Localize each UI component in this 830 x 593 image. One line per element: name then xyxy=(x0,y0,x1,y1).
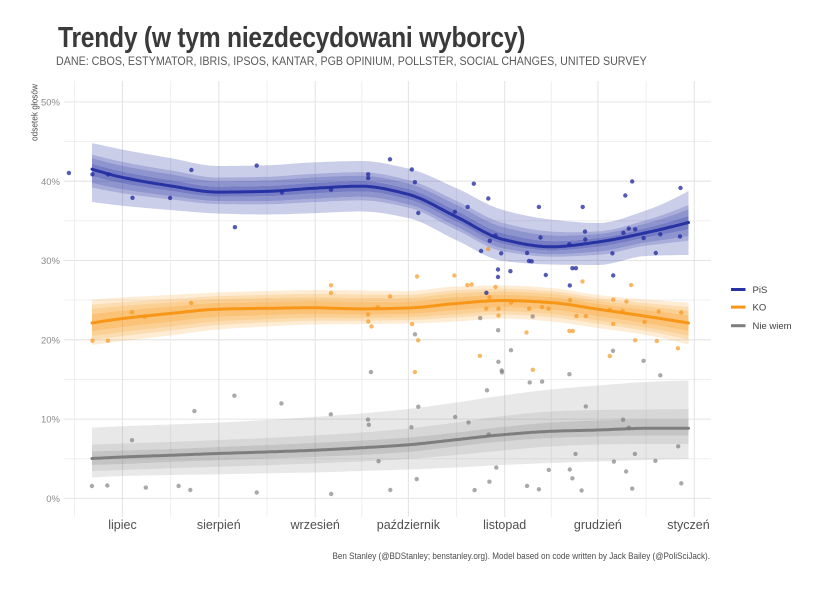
svg-text:październik: październik xyxy=(377,518,441,532)
svg-text:30%: 30% xyxy=(41,256,61,267)
svg-text:50%: 50% xyxy=(41,98,61,109)
svg-text:sierpień: sierpień xyxy=(197,518,241,532)
svg-text:lipiec: lipiec xyxy=(108,518,137,532)
svg-text:20%: 20% xyxy=(41,335,61,346)
svg-text:Nie wiem: Nie wiem xyxy=(753,321,792,332)
svg-text:listopad: listopad xyxy=(483,518,526,532)
svg-text:odsetek głosów: odsetek głosów xyxy=(30,84,40,141)
svg-text:styczeń: styczeń xyxy=(667,518,709,532)
svg-text:0%: 0% xyxy=(46,494,60,505)
svg-text:10%: 10% xyxy=(41,415,61,426)
svg-text:40%: 40% xyxy=(41,177,61,188)
svg-text:grudzień: grudzień xyxy=(574,518,622,532)
svg-text:KO: KO xyxy=(753,303,767,314)
svg-text:wrzesień: wrzesień xyxy=(290,518,340,532)
svg-text:PiS: PiS xyxy=(753,285,768,296)
